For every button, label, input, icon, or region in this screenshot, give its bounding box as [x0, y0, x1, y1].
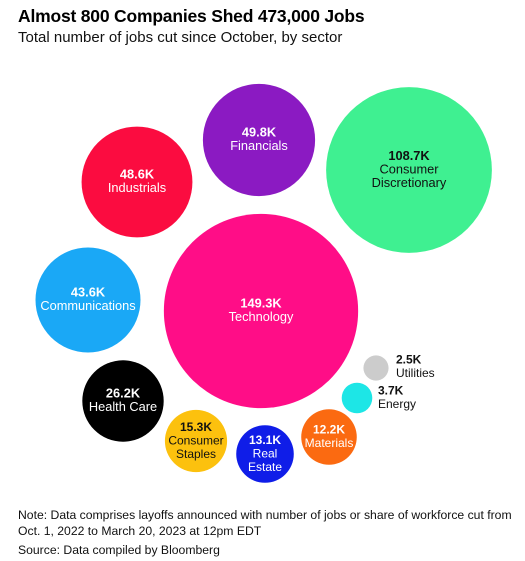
bubble-value-financials: 49.8K [242, 125, 277, 140]
bubble-real-estate [236, 425, 294, 483]
chart-source: Source: Data compiled by Bloomberg [18, 543, 220, 557]
chart-note: Note: Data comprises layoffs announced w… [18, 508, 512, 538]
bubble-value-technology: 149.3K [240, 296, 282, 311]
bubble-label-financials: Financials [230, 138, 288, 153]
bubble-label-industrials: Industrials [108, 180, 166, 195]
bubble-communications [35, 247, 141, 353]
bubble-label-materials: Materials [305, 436, 354, 450]
bubble-value-energy: 3.7K [378, 384, 404, 398]
bubble-utilities [363, 355, 389, 381]
bubble-value-communications: 43.6K [71, 285, 106, 300]
bubble-label-consumer-staples: Staples [176, 447, 216, 461]
bubble-label-consumer-staples: Consumer [168, 433, 223, 447]
bubble-consumer-discretionary [326, 87, 492, 253]
bubble-value-consumer-staples: 15.3K [180, 420, 212, 434]
bubble-materials [301, 409, 357, 465]
bubble-value-consumer-discretionary: 108.7K [388, 148, 430, 163]
bubble-label-consumer-discretionary: Discretionary [372, 175, 447, 190]
bubble-label-communications: Communications [40, 298, 135, 313]
bubble-label-utilities: Utilities [396, 366, 435, 380]
bubble-label-health-care: Health Care [89, 399, 157, 414]
bubble-value-health-care: 26.2K [106, 386, 141, 401]
bubble-label-consumer-discretionary: Consumer [379, 161, 439, 176]
bubble-value-real-estate: 13.1K [249, 433, 281, 447]
bubble-label-real-estate: Estate [248, 460, 282, 474]
bubble-energy [341, 382, 373, 414]
bubble-financials [202, 83, 316, 197]
chart-subtitle: Total number of jobs cut since October, … [18, 29, 343, 46]
bubble-chart: 149.3KTechnology108.7KConsumerDiscretion… [35, 83, 492, 483]
chart-title: Almost 800 Companies Shed 473,000 Jobs [18, 6, 365, 26]
bubble-label-technology: Technology [229, 309, 294, 324]
bubble-technology [163, 213, 359, 409]
bubble-value-materials: 12.2K [313, 423, 345, 437]
bubble-value-utilities: 2.5K [396, 353, 422, 367]
bubble-health-care [82, 360, 164, 442]
bubble-consumer-staples [164, 409, 228, 473]
bubble-label-real-estate: Real [253, 446, 278, 460]
bubble-label-energy: Energy [378, 397, 416, 411]
bubble-value-industrials: 48.6K [120, 167, 155, 182]
bubble-industrials [81, 126, 193, 238]
